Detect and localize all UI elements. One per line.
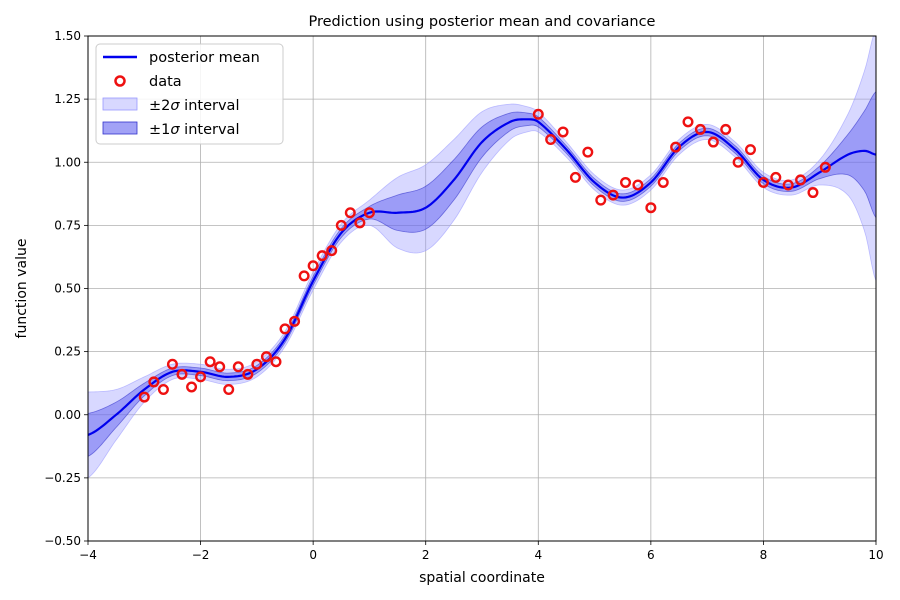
x-tick-label: −2 xyxy=(192,548,210,562)
y-tick-label: 0.50 xyxy=(54,282,81,296)
data-point xyxy=(545,134,557,146)
legend-band2-swatch xyxy=(102,97,138,111)
x-axis: −4 −2 0 2 4 6 8 10 xyxy=(79,541,884,562)
data-point xyxy=(298,270,310,282)
data-point xyxy=(819,161,831,173)
data-point xyxy=(732,156,744,168)
data-point xyxy=(757,176,769,188)
data-point xyxy=(157,384,169,396)
data-point xyxy=(720,123,732,135)
data-point xyxy=(307,260,319,272)
data-point xyxy=(620,176,632,188)
data-point xyxy=(707,136,719,148)
data-point xyxy=(363,207,375,219)
y-tick-label: 1.25 xyxy=(54,92,81,106)
data-point xyxy=(335,219,347,231)
data-point xyxy=(242,368,254,380)
legend-data-swatch xyxy=(114,75,126,87)
y-tick-label: −0.50 xyxy=(44,534,81,548)
x-axis-label: spatial coordinate xyxy=(419,570,545,586)
legend: posterior mean data ±2σ interval ±1σ int… xyxy=(95,43,284,145)
legend-band1-swatch xyxy=(102,121,138,135)
data-point xyxy=(344,207,356,219)
y-tick-label: 0.25 xyxy=(54,345,81,359)
data-point xyxy=(204,356,216,368)
x-tick-label: −4 xyxy=(79,548,97,562)
data-point xyxy=(326,245,338,257)
x-tick-label: 2 xyxy=(422,548,430,562)
data-point xyxy=(595,194,607,206)
x-tick-label: 10 xyxy=(868,548,883,562)
x-tick-label: 6 xyxy=(647,548,655,562)
legend-box xyxy=(95,43,284,145)
data-point xyxy=(195,371,207,383)
x-tick-label: 4 xyxy=(534,548,542,562)
data-point xyxy=(657,176,669,188)
data-point xyxy=(744,144,756,156)
data-point xyxy=(645,202,657,214)
data-point xyxy=(138,391,150,403)
legend-mean-label: posterior mean xyxy=(149,50,260,66)
data-point xyxy=(770,171,782,183)
data-point xyxy=(807,187,819,199)
y-axis: −0.50 −0.25 0.00 0.25 0.50 0.75 1.00 1.25 1.50 xyxy=(44,29,88,548)
band-1-sigma xyxy=(88,90,876,457)
data-point xyxy=(232,361,244,373)
data-point xyxy=(279,323,291,335)
data-point xyxy=(569,171,581,183)
legend-data-label: data xyxy=(149,74,182,90)
y-tick-label: 1.50 xyxy=(54,29,81,43)
data-point xyxy=(214,361,226,373)
data-point xyxy=(166,358,178,370)
posterior-mean-line xyxy=(88,118,876,436)
data-point xyxy=(251,358,263,370)
legend-band1-label: ±1σ interval xyxy=(149,122,239,138)
data-point xyxy=(316,250,328,262)
data-point xyxy=(270,356,282,368)
data-point xyxy=(694,123,706,135)
legend-band2-label: ±2σ interval xyxy=(149,98,239,114)
x-tick-label: 8 xyxy=(760,548,768,562)
data-point xyxy=(176,368,188,380)
data-point xyxy=(289,315,301,327)
data-point xyxy=(186,381,198,393)
y-tick-label: −0.25 xyxy=(44,471,81,485)
x-tick-label: 0 xyxy=(309,548,317,562)
data-point xyxy=(632,179,644,191)
data-point xyxy=(795,174,807,186)
data-point xyxy=(582,146,594,158)
plot-content xyxy=(88,36,876,479)
y-tick-label: 0.75 xyxy=(54,218,81,232)
chart-title: Prediction using posterior mean and cova… xyxy=(309,14,656,30)
data-point xyxy=(223,384,235,396)
data-point xyxy=(670,141,682,153)
data-point xyxy=(532,108,544,120)
y-axis-label: function value xyxy=(14,239,30,339)
data-point xyxy=(682,116,694,128)
plot-area xyxy=(88,36,876,479)
y-tick-label: 0.00 xyxy=(54,408,81,422)
data-point xyxy=(260,351,272,363)
data-point xyxy=(148,376,160,388)
data-point xyxy=(557,126,569,138)
y-tick-label: 1.00 xyxy=(54,155,81,169)
data-point xyxy=(354,217,366,229)
data-point xyxy=(607,189,619,201)
data-point xyxy=(782,179,794,191)
